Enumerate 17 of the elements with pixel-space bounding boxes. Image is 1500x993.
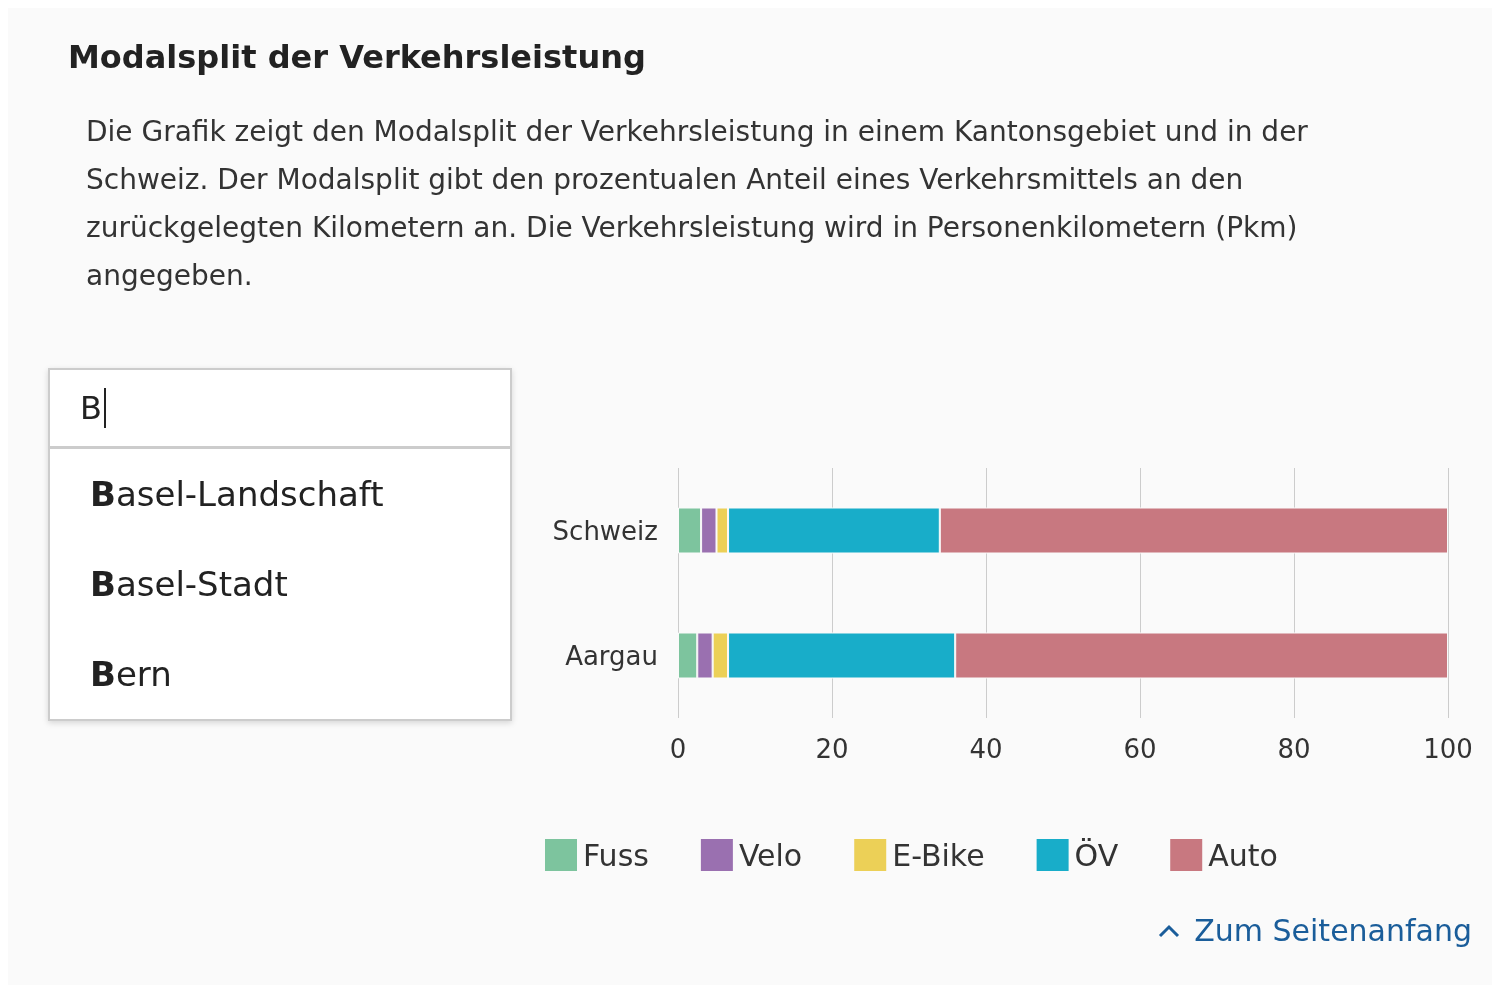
legend-label: Fuss — [583, 837, 649, 873]
x-tick-label: 20 — [815, 734, 849, 764]
chart-subtitle: Die Grafik zeigt den Modalsplit der Verkehrsleistung in einem Kantonsgebiet und in der Schweiz. Der Modalsplit gibt den prozentualen Anteil eines Verkehrsmittels an den zurückgelegten Kilometern an. Die Verkehrsleistung wird in Personenkilometern (Pkm) angegeben. — [86, 114, 1309, 294]
legend-label: Velo — [738, 837, 803, 873]
x-tick-label: 40 — [969, 734, 1003, 764]
legend-label: ÖV — [1074, 837, 1119, 873]
legend-label: Auto — [1208, 837, 1278, 873]
search-dropdown: B Basel-Landschaft Basel-Stadt Bern — [48, 368, 512, 721]
x-tick-label: 0 — [669, 734, 687, 764]
text: Zum Seitenanfang — [1193, 913, 1472, 948]
text: Modalsplit der Verkehrsleistung — [68, 38, 646, 76]
legend-label: E-Bike — [892, 837, 985, 873]
y-tick-label: Aargau — [565, 640, 658, 671]
y-tick-label: Schweiz — [552, 515, 658, 546]
x-tick-label: 100 — [1423, 734, 1473, 764]
x-tick-label: 60 — [1123, 734, 1157, 764]
x-tick-label: 80 — [1277, 734, 1311, 764]
